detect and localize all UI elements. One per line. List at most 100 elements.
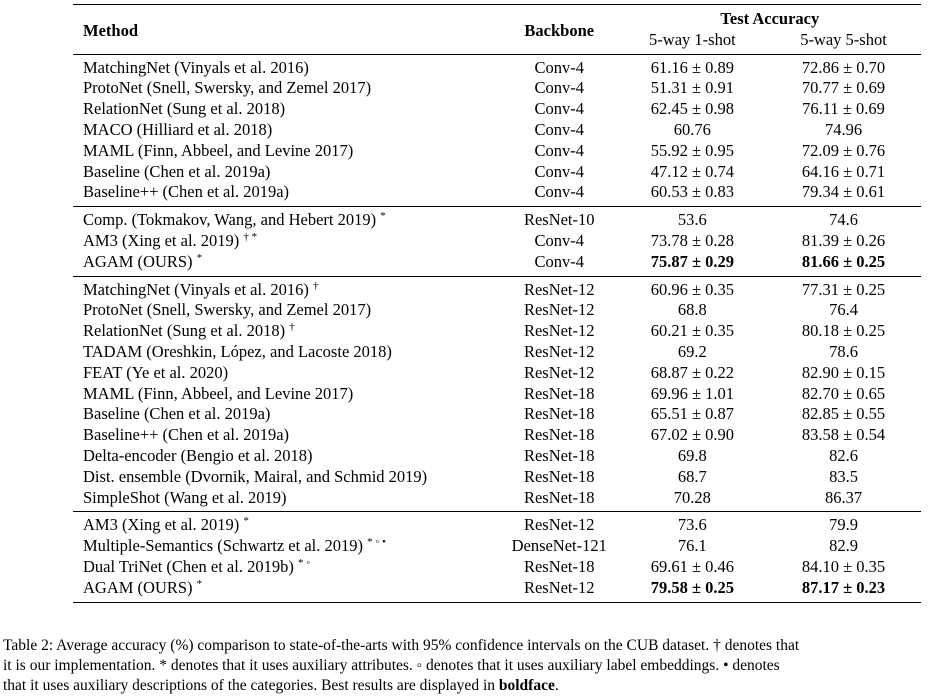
backbone-cell: ResNet-18 — [523, 487, 595, 507]
one-shot-cell: 60.53 ± 0.83 — [650, 182, 734, 202]
backbone-cell: Conv-4 — [534, 99, 584, 119]
test-accuracy-header: Test Accuracy — [618, 3, 921, 30]
one-shot-cell: 75.87 ± 0.29 — [650, 251, 734, 271]
backbone-cell: ResNet-18 — [523, 466, 595, 486]
method-name: MACO (Hilliard et al. 2018) — [83, 119, 273, 139]
five-shot-cell: 83.58 ± 0.54 — [801, 425, 886, 445]
table-row: Delta-encoder (Bengio et al. 2018) ResNet… — [73, 446, 921, 467]
method-name: TADAM (Oreshkin, López, and Lacoste 2018… — [83, 341, 392, 361]
method-cell: TADAM (Oreshkin, López, and Lacoste 2018… — [73, 342, 500, 363]
backbone-cell: Conv-4 — [534, 78, 584, 98]
method-name: ProtoNet (Snell, Swersky, and Zemel 2017… — [83, 78, 372, 98]
method-cell: MAML (Finn, Abbeel, and Levine 2017) — [73, 141, 500, 162]
method-cell: AM3 (Xing et al. 2019) † * — [73, 231, 500, 252]
method-cell: MAML (Finn, Abbeel, and Levine 2017) — [73, 384, 500, 405]
five-shot-cell: 70.77 ± 0.69 — [801, 78, 886, 98]
table-caption: Table 2: Average accuracy (%) comparison… — [3, 636, 931, 696]
backbone-cell: ResNet-12 — [499, 511, 619, 537]
method-name: Multiple-Semantics (Schwartz et al. 2019… — [83, 536, 363, 556]
footnote-mark: * — [196, 251, 203, 264]
five-shot-cell: 76.4 — [829, 300, 858, 320]
five-shot-cell: 74.6 — [766, 206, 921, 231]
one-shot-cell: 79.58 ± 0.25 — [618, 577, 766, 603]
one-shot-cell: 68.7 — [677, 466, 707, 486]
table-row: RelationNet (Sung et al. 2018) Conv-4 62.4… — [73, 99, 921, 120]
one-shot-cell: 62.45 ± 0.98 — [650, 99, 734, 119]
backbone-cell: ResNet-12 — [523, 341, 595, 361]
five-shot-cell: 82.70 ± 0.65 — [801, 383, 886, 403]
one-shot-cell: 68.87 ± 0.22 — [650, 362, 734, 382]
method-cell: Comp. (Tokmakov, Wang, and Hebert 2019) … — [73, 206, 500, 231]
five-shot-cell: 82.6 — [829, 445, 858, 465]
five-shot-cell: 83.5 — [829, 466, 858, 486]
table-row: RelationNet (Sung et al. 2018) † ResNet-1… — [73, 321, 921, 342]
five-shot-cell: 79.9 — [766, 511, 921, 537]
table-row: TADAM (Oreshkin, López, and Lacoste 2018… — [73, 342, 921, 363]
method-cell: AM3 (Xing et al. 2019) * — [73, 511, 500, 537]
table-row: FEAT (Ye et al. 2020) ResNet-12 68.87 ± 0.… — [73, 363, 921, 384]
backbone-header: Backbone — [499, 4, 619, 55]
results-table: Method Backbone Test Accuracy 5-way 1-sh… — [73, 3, 921, 603]
five-shot-cell: 87.17 ± 0.23 — [766, 577, 921, 603]
one-shot-cell: 60.96 ± 0.35 — [618, 275, 766, 301]
footnote-mark: * — [380, 210, 386, 223]
caption-line-2: it is our implementation. * denotes that… — [3, 657, 780, 674]
caption-boldface-word: boldface — [498, 677, 555, 694]
table-row: SimpleShot (Wang et al. 2019) ResNet-18 70… — [73, 488, 921, 512]
one-shot-cell: 60.76 — [673, 119, 711, 139]
method-name: Baseline++ (Chen et al. 2019a) — [83, 425, 290, 445]
method-cell: AGAM (OURS) * — [73, 577, 500, 603]
method-cell: MACO (Hilliard et al. 2018) — [73, 120, 500, 141]
backbone-cell: Conv-4 — [534, 140, 584, 160]
table-row: MACO (Hilliard et al. 2018) Conv-4 60.76 74… — [73, 120, 921, 141]
backbone-cell: Conv-4 — [534, 182, 584, 202]
one-shot-cell: 69.61 ± 0.46 — [650, 556, 734, 576]
method-cell: FEAT (Ye et al. 2020) — [73, 363, 500, 384]
one-shot-cell: 47.12 ± 0.74 — [650, 161, 734, 181]
method-cell: Baseline (Chen et al. 2019a) — [73, 404, 500, 425]
one-shot-cell: 70.28 — [673, 487, 711, 507]
one-shot-cell: 73.6 — [618, 511, 766, 537]
backbone-cell: Conv-4 — [534, 161, 584, 181]
one-shot-cell: 73.78 ± 0.28 — [650, 230, 734, 250]
backbone-cell: ResNet-18 — [523, 383, 595, 403]
five-shot-cell: 80.18 ± 0.25 — [801, 321, 886, 341]
footnote-mark: * — [196, 577, 203, 590]
caption-line-3: that it uses auxiliary descriptions of t… — [3, 676, 931, 696]
backbone-cell: Conv-4 — [499, 53, 619, 79]
method-name: Dual TriNet (Chen et al. 2019b) — [83, 556, 294, 576]
one-shot-cell: 55.92 ± 0.95 — [650, 140, 734, 160]
footnote-mark: * ◦ — [297, 556, 311, 569]
table-row: ProtoNet (Snell, Swersky, and Zemel 2017… — [73, 78, 921, 99]
method-name: Dist. ensemble (Dvornik, Mairal, and Sch… — [83, 466, 428, 486]
backbone-cell: Conv-4 — [534, 119, 584, 139]
table-row: Baseline (Chen et al. 2019a) ResNet-18 65.… — [73, 404, 921, 425]
method-cell: SimpleShot (Wang et al. 2019) — [73, 488, 500, 512]
subheader-row: 5-way 1-shot 5-way 5-shot — [73, 30, 921, 54]
backbone-cell: ResNet-12 — [523, 300, 595, 320]
backbone-cell: ResNet-12 — [523, 321, 595, 341]
table-row: MatchingNet (Vinyals et al. 2016) Conv-4 6… — [73, 53, 921, 79]
method-name: MAML (Finn, Abbeel, and Levine 2017) — [83, 140, 354, 160]
method-name: MatchingNet (Vinyals et al. 2016) — [83, 279, 309, 299]
method-name: AGAM (OURS) — [83, 251, 193, 271]
five-shot-cell: 72.86 ± 0.70 — [766, 53, 921, 79]
method-name: FEAT (Ye et al. 2020) — [83, 362, 229, 382]
method-cell: Delta-encoder (Bengio et al. 2018) — [73, 446, 500, 467]
footnote-mark: † — [289, 321, 295, 334]
table-row: Comp. (Tokmakov, Wang, and Hebert 2019) … — [73, 206, 921, 231]
backbone-cell: ResNet-12 — [499, 275, 619, 301]
five-shot-cell: 86.37 — [824, 487, 863, 507]
backbone-cell: ResNet-12 — [523, 362, 595, 382]
backbone-cell: ResNet-18 — [523, 445, 595, 465]
caption-line-3-text: that it uses auxiliary descriptions of t… — [3, 677, 499, 694]
one-shot-cell: 76.1 — [677, 536, 707, 556]
method-cell: RelationNet (Sung et al. 2018) — [73, 99, 500, 120]
method-name: AM3 (Xing et al. 2019) — [83, 230, 240, 250]
one-shot-cell: 51.31 ± 0.91 — [650, 78, 734, 98]
one-shot-cell: 53.6 — [618, 206, 766, 231]
backbone-cell: ResNet-18 — [523, 425, 595, 445]
one-shot-cell: 69.2 — [677, 341, 707, 361]
method-cell: Baseline++ (Chen et al. 2019a) — [73, 182, 500, 206]
table-row: AM3 (Xing et al. 2019) * ResNet-12 73.6 79.… — [73, 511, 921, 537]
